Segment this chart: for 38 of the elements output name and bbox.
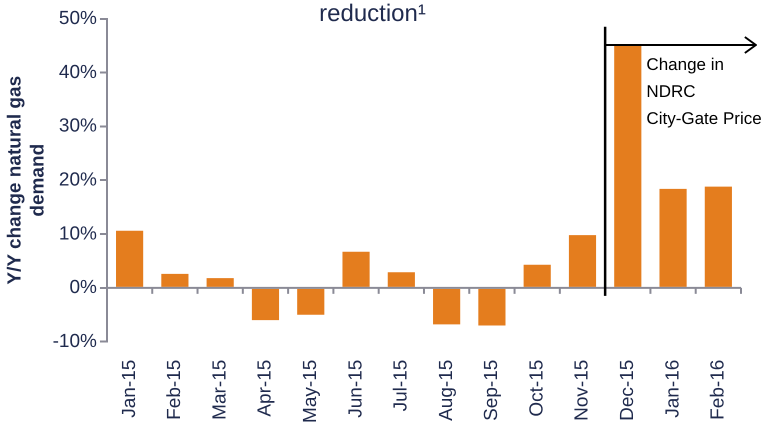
x-tick-label: Mar-15 <box>209 360 230 420</box>
bar <box>297 288 324 315</box>
y-axis-title: Y/Y change natural gas demand <box>4 76 48 285</box>
x-tick-label: Aug-15 <box>436 360 457 421</box>
bar <box>388 272 415 287</box>
bar <box>252 288 280 320</box>
x-tick-label: Oct-15 <box>526 360 548 417</box>
x-tick-label: Feb-15 <box>164 360 186 420</box>
bar <box>161 274 188 287</box>
y-tick-label: 30% <box>58 116 98 137</box>
x-tick-label: Jan-16 <box>662 360 684 418</box>
bar <box>433 288 460 324</box>
bar <box>524 264 551 287</box>
bar <box>342 252 370 287</box>
x-tick-label: Apr-15 <box>254 360 276 417</box>
x-tick-label: Jun-15 <box>345 360 366 418</box>
chart-title: reduction¹ <box>319 0 426 28</box>
x-tick-label: Jul-15 <box>390 360 412 412</box>
ref-line-label: Change in NDRC City-Gate Price <box>646 54 762 128</box>
x-tick-label: Nov-15 <box>572 360 593 421</box>
bar <box>478 288 506 326</box>
bar <box>568 235 596 287</box>
bar <box>704 186 732 287</box>
y-tick-label: 0% <box>69 277 98 298</box>
bar <box>614 46 642 287</box>
x-tick-label: Feb-16 <box>708 360 729 420</box>
y-tick-label: 40% <box>58 62 98 83</box>
bar <box>206 278 234 287</box>
bar <box>116 230 144 287</box>
y-tick-label: 20% <box>58 169 98 190</box>
y-tick-label: -10% <box>52 330 98 352</box>
x-tick-label: May-15 <box>300 360 321 424</box>
y-tick-label: 50% <box>58 8 98 30</box>
x-tick-label: Jan-15 <box>118 360 140 418</box>
x-tick-label: Dec-15 <box>617 360 638 421</box>
x-tick-label: Sep-15 <box>481 360 502 421</box>
bar <box>659 188 687 287</box>
y-tick-label: 10% <box>58 223 98 244</box>
